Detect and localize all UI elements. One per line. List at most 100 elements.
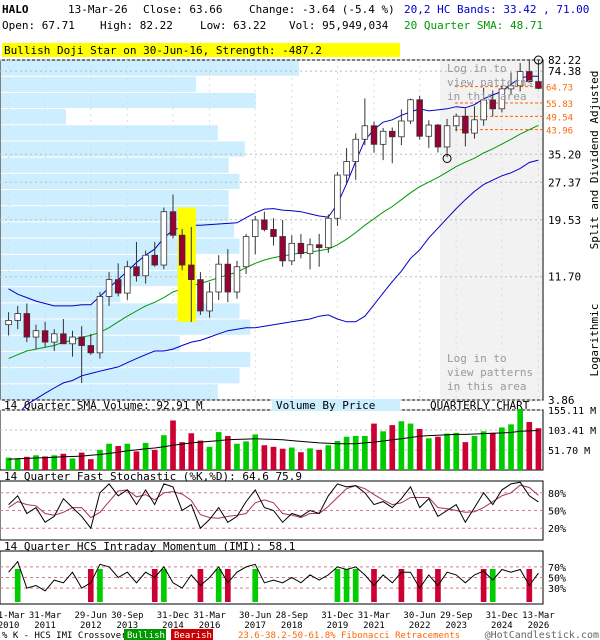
- fib-label: 55.83: [546, 100, 573, 110]
- candle-body: [5, 319, 12, 326]
- x-tick-year: 2026: [528, 621, 550, 631]
- volume-bar: [270, 446, 277, 470]
- volume-by-price-bar: [1, 190, 229, 206]
- x-tick-label: 29-Jun: [75, 611, 108, 621]
- volume-bar: [133, 451, 140, 470]
- volume-bar: [261, 445, 268, 470]
- lower-band-line: [8, 159, 539, 429]
- x-tick-label: 30-Jun: [403, 611, 436, 621]
- volume-bar: [334, 440, 341, 470]
- pivot-marker: [533, 55, 543, 65]
- high-price: High: 82.22: [100, 19, 173, 32]
- candle-body: [142, 254, 149, 277]
- volume-bar: [142, 442, 149, 470]
- candle-body: [233, 266, 241, 293]
- imi-bearish-bar: [416, 569, 423, 602]
- close-price: Close: 63.66: [143, 3, 223, 16]
- candle-body: [370, 125, 378, 145]
- x-tick-year: 2017: [244, 621, 266, 631]
- candle-body: [14, 313, 21, 321]
- volume-bar: [343, 436, 350, 470]
- candle-body: [261, 219, 268, 230]
- crossover-legend: % K - HCS IMI Crossover:: [2, 631, 132, 640]
- volume-by-price-bar: [1, 157, 229, 173]
- imi-bullish-bar: [343, 569, 350, 602]
- fib-legend: 23.6-38.2-50-61.8% Fibonacci Retracement…: [238, 631, 460, 640]
- volume-bar: [325, 445, 332, 470]
- imi-bullish-bar: [97, 569, 103, 602]
- imi-bearish-bar: [398, 569, 405, 602]
- volume-bar: [444, 433, 450, 470]
- scale-axis-title: Logarithmic: [588, 304, 600, 377]
- candle-body: [78, 336, 85, 346]
- stochastic-k-line: [8, 481, 539, 530]
- volume-bar: [206, 446, 213, 470]
- volume-bar: [471, 435, 478, 470]
- imi-tick-label: 50%: [548, 574, 566, 585]
- volume-by-price-label: Volume By Price: [276, 399, 375, 412]
- candle-body: [206, 291, 213, 312]
- hc-bands-label: 20,2 HC Bands: 33.42 , 71.00: [404, 3, 590, 16]
- volume-bar: [234, 443, 240, 470]
- candle-body: [60, 333, 67, 345]
- volume-by-price-bar: [1, 351, 251, 368]
- candle-body: [306, 244, 314, 255]
- volume-bar: [14, 458, 21, 470]
- low-price: Low: 63.22: [200, 19, 267, 32]
- price-tick-label: 82.22: [548, 54, 581, 67]
- volume-sma-line: [8, 430, 539, 460]
- login-text-bottom: in this area: [447, 380, 526, 393]
- volume-bar: [279, 448, 286, 470]
- x-tick-label: 28-Sep: [276, 611, 309, 621]
- copyright: @HotCandlestick.com: [485, 630, 599, 640]
- candle-body: [471, 119, 478, 134]
- imi-tick-label: 30%: [548, 584, 566, 595]
- x-tick-year: 2021: [363, 621, 385, 631]
- volume-bar: [5, 457, 12, 470]
- candle-body: [462, 115, 469, 134]
- stochastic-d-line: [8, 484, 539, 519]
- candle-body: [270, 229, 277, 237]
- bearish-legend: Bearish: [174, 631, 212, 640]
- x-tick-year: 2024: [491, 621, 513, 631]
- volume-bar: [362, 435, 368, 470]
- volume-by-price-bar: [1, 109, 67, 125]
- volume-bar: [179, 442, 185, 470]
- login-text-top: in this area: [447, 90, 526, 103]
- price-tick-label: 74.38: [548, 65, 581, 78]
- candle-body: [389, 130, 396, 138]
- volume-bar: [307, 448, 313, 470]
- volume-bar: [197, 440, 204, 470]
- volume-bar: [288, 447, 295, 470]
- stochastic-tick-label: 50%: [548, 507, 566, 518]
- volume-by-price-bar: [1, 141, 245, 157]
- login-text-bottom: view patterns: [447, 366, 533, 379]
- stochastic-tick-label: 80%: [548, 489, 566, 500]
- candle-body: [87, 345, 95, 354]
- volume-bar: [188, 433, 195, 470]
- candle-body: [251, 219, 259, 237]
- price-change: Change: -3.64 (-5.4 %): [249, 3, 395, 16]
- candle-body: [96, 296, 104, 354]
- volume-bar: [316, 449, 323, 470]
- candle-body: [315, 244, 323, 249]
- imi-bullish-bar: [489, 569, 496, 602]
- volume-bar: [480, 431, 487, 470]
- quote-date: 13-Mar-26: [68, 3, 128, 16]
- login-text-top: view patterns: [447, 76, 533, 89]
- volume-bar: [51, 455, 58, 470]
- x-tick-label: 31-Dec: [321, 611, 354, 621]
- price-axis-title: Split and Dividend Adjusted: [588, 71, 600, 250]
- volume-bar: [298, 452, 304, 470]
- volume-bar: [33, 455, 39, 470]
- volume-by-price-bar: [1, 173, 240, 190]
- volume-bar: [517, 408, 523, 470]
- open-price: Open: 67.71: [2, 19, 75, 32]
- candle-body: [124, 266, 131, 294]
- bearish-legend-bg: [171, 629, 213, 640]
- volume-bar: [243, 441, 249, 470]
- candle-body: [526, 71, 533, 82]
- volume-by-price-bar: [1, 238, 240, 254]
- pivot-marker: [442, 153, 452, 163]
